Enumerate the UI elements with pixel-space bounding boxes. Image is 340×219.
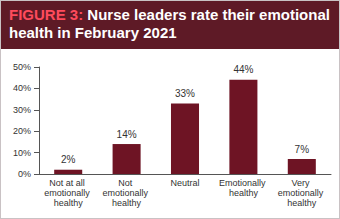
svg-text:Very: Very [292,178,313,188]
svg-text:Emotionally: Emotionally [219,178,268,188]
svg-text:healthy: healthy [54,198,84,208]
svg-text:40%: 40% [13,83,31,93]
svg-text:Neutral: Neutral [170,178,199,188]
svg-text:14%: 14% [117,129,137,140]
svg-text:0%: 0% [18,169,31,179]
svg-text:Not at all: Not at all [49,178,87,188]
svg-text:Not: Not [118,178,135,188]
svg-text:44%: 44% [233,64,253,75]
svg-text:50%: 50% [13,62,31,72]
svg-text:healthy: healthy [287,198,317,208]
html-text:FIGURE 3: Nurse leaders rate t: FIGURE 3: Nurse leaders rate their emoti… [9,6,330,41]
svg-text:healthy: healthy [229,188,259,198]
svg-text:healthy: healthy [112,198,142,208]
svg-text:30%: 30% [13,105,31,115]
svg-text:emotionally: emotionally [103,188,151,198]
svg-text:emotionally: emotionally [278,188,326,198]
svg-text:2%: 2% [61,154,76,165]
svg-text:7%: 7% [295,144,310,155]
svg-text:emotionally: emotionally [44,188,92,198]
svg-text:10%: 10% [13,148,31,158]
svg-text:33%: 33% [175,88,195,99]
svg-text:20%: 20% [13,126,31,136]
